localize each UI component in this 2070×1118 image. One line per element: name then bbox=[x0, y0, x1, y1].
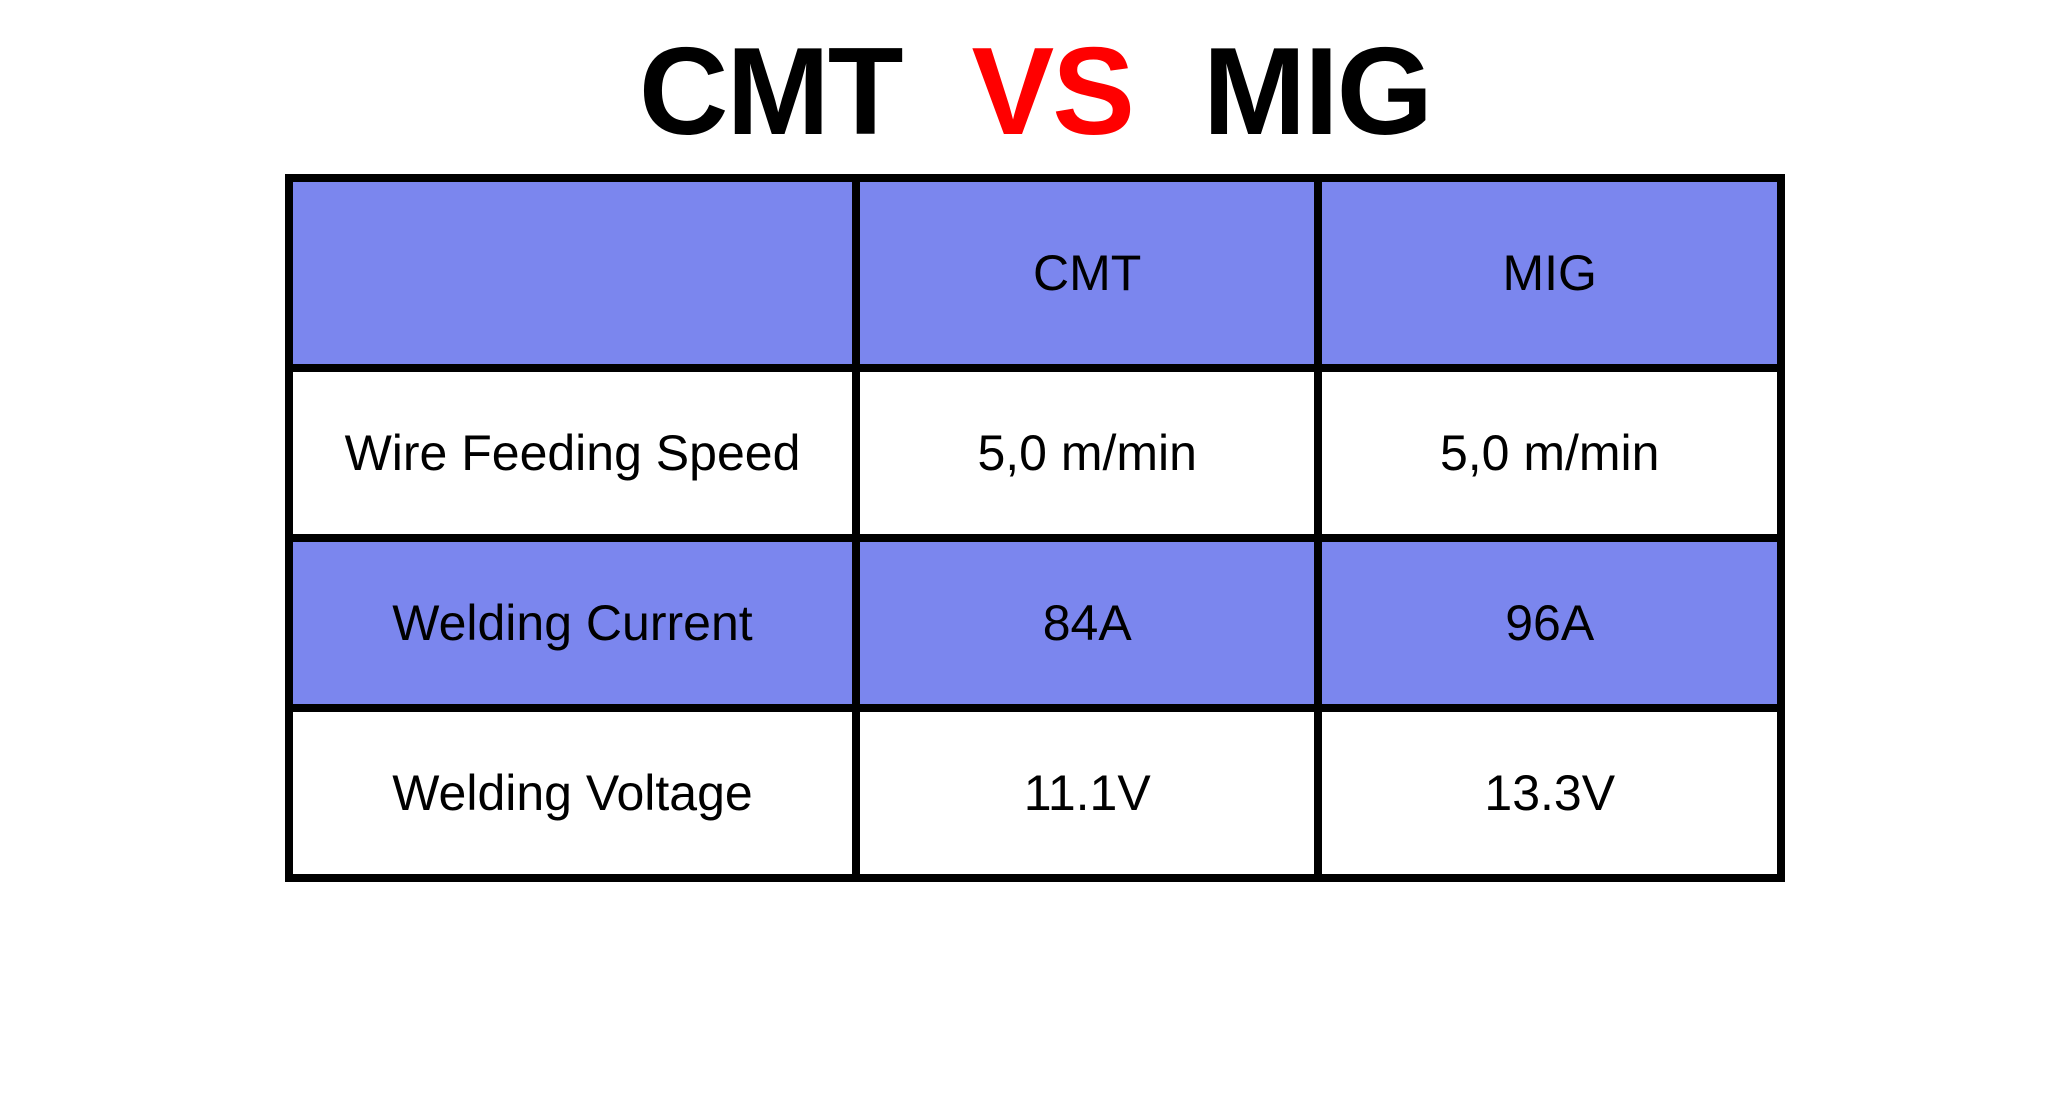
comparison-wrapper: CMT VS MIG CMT MIG Wire Feeding Speed 5,… bbox=[285, 0, 1785, 882]
table-row: Wire Feeding Speed 5,0 m/min 5,0 m/min bbox=[289, 368, 1781, 538]
row-label: Wire Feeding Speed bbox=[289, 368, 856, 538]
header-cmt: CMT bbox=[856, 178, 1319, 368]
table-row: Welding Voltage 11.1V 13.3V bbox=[289, 708, 1781, 878]
comparison-table: CMT MIG Wire Feeding Speed 5,0 m/min 5,0… bbox=[285, 174, 1785, 882]
table-header-row: CMT MIG bbox=[289, 178, 1781, 368]
cell-cmt: 11.1V bbox=[856, 708, 1319, 878]
title-middle: VS bbox=[971, 30, 1132, 154]
cell-mig: 96A bbox=[1318, 538, 1781, 708]
title-row: CMT VS MIG bbox=[285, 30, 1785, 154]
row-label: Welding Current bbox=[289, 538, 856, 708]
cell-mig: 5,0 m/min bbox=[1318, 368, 1781, 538]
header-mig: MIG bbox=[1318, 178, 1781, 368]
title-right: MIG bbox=[1203, 30, 1431, 154]
cell-mig: 13.3V bbox=[1318, 708, 1781, 878]
cell-cmt: 84A bbox=[856, 538, 1319, 708]
header-empty bbox=[289, 178, 856, 368]
row-label: Welding Voltage bbox=[289, 708, 856, 878]
cell-cmt: 5,0 m/min bbox=[856, 368, 1319, 538]
title-left: CMT bbox=[639, 30, 902, 154]
table-row: Welding Current 84A 96A bbox=[289, 538, 1781, 708]
